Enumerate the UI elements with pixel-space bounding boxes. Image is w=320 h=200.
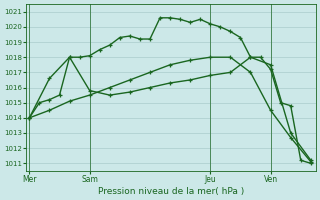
X-axis label: Pression niveau de la mer( hPa ): Pression niveau de la mer( hPa ) bbox=[98, 187, 244, 196]
